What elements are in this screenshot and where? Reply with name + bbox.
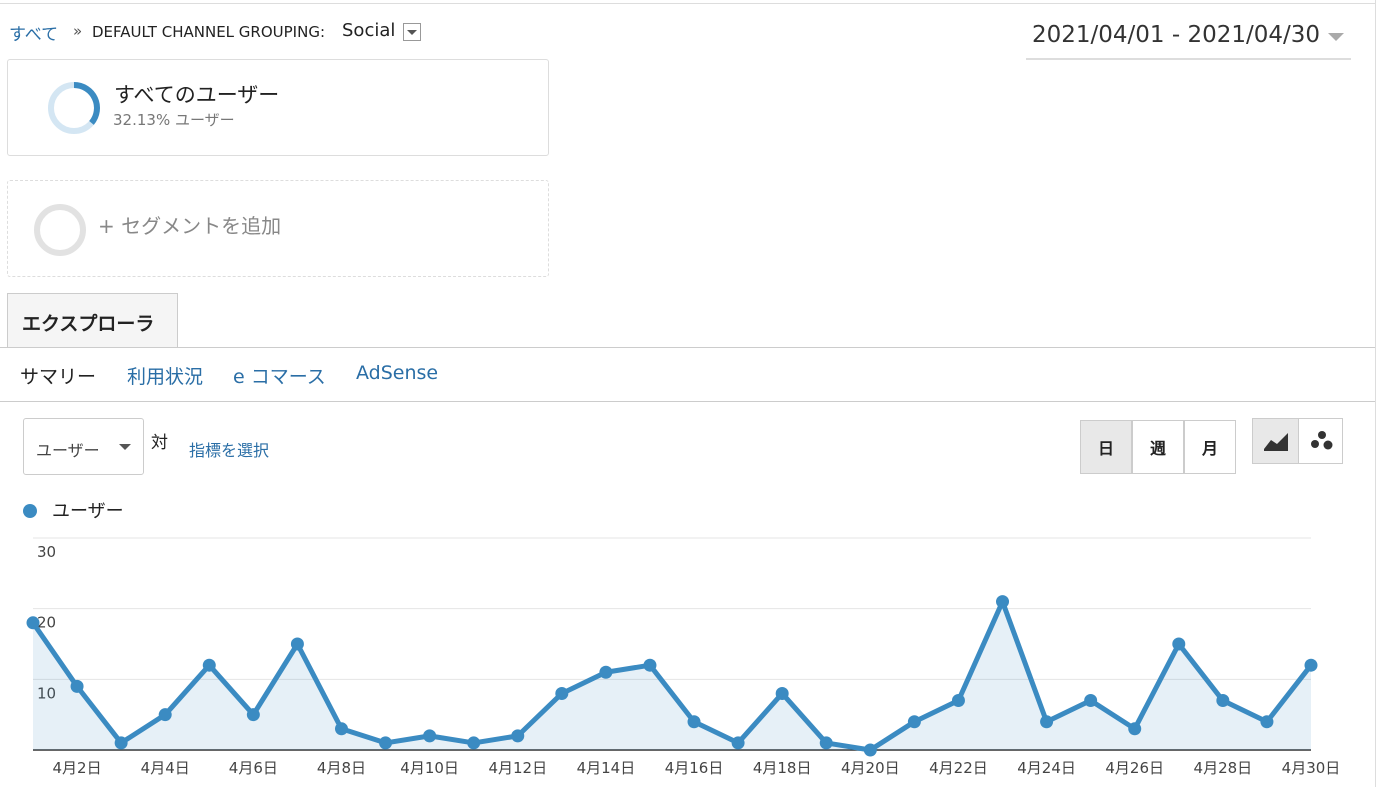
- point: [26, 616, 40, 630]
- right-border: [1375, 0, 1376, 787]
- point: [819, 736, 833, 750]
- x-tick-label: 4月14日: [577, 759, 636, 777]
- segment-name: すべてのユーザー: [114, 83, 280, 107]
- x-tick-label: 4月16日: [665, 759, 724, 777]
- y-tick-label: 20: [37, 614, 56, 632]
- point: [1216, 694, 1230, 708]
- date-dropdown-icon: [1328, 33, 1344, 41]
- period-button[interactable]: 週: [1132, 420, 1184, 474]
- x-tick-label: 4月8日: [317, 759, 366, 777]
- x-tick-label: 4月12日: [488, 759, 547, 777]
- point: [643, 658, 657, 672]
- subtab-border: [0, 401, 1375, 402]
- point: [775, 686, 789, 700]
- point: [467, 736, 481, 750]
- breadcrumb-value: Social: [342, 20, 396, 41]
- versus: 対: [151, 433, 168, 453]
- point: [1128, 722, 1142, 736]
- date-underline: [1026, 58, 1351, 60]
- legend-marker: [23, 504, 37, 518]
- point: [555, 686, 569, 700]
- point: [70, 679, 84, 693]
- add-segment-circle: [34, 204, 86, 256]
- point: [423, 729, 437, 743]
- point: [379, 736, 393, 750]
- segment-card[interactable]: すべてのユーザー 32.13% ユーザー: [7, 59, 549, 156]
- point: [731, 736, 745, 750]
- motion-chart-icon: [1310, 431, 1332, 450]
- period-button[interactable]: 日: [1080, 420, 1132, 474]
- point: [202, 658, 216, 672]
- tab-border: [0, 347, 1375, 348]
- motion-chart-button[interactable]: [1298, 418, 1343, 464]
- metric-select-arrow: [119, 444, 131, 450]
- select-metric[interactable]: 指標を選択: [189, 441, 270, 460]
- point: [907, 715, 921, 729]
- segment-donut: [48, 82, 100, 134]
- add-segment-card[interactable]: + セグメントを追加: [7, 180, 549, 277]
- metric-select[interactable]: ユーザー: [23, 418, 144, 475]
- dropdown-button[interactable]: [403, 23, 421, 41]
- metric-select-label: ユーザー: [36, 441, 100, 460]
- y-tick-label: 30: [37, 543, 56, 561]
- date-range[interactable]: 2021/04/01 - 2021/04/30: [1032, 22, 1321, 48]
- y-tick-label: 10: [37, 684, 56, 702]
- point: [334, 722, 348, 736]
- point: [114, 736, 128, 750]
- subtab[interactable]: AdSense: [356, 362, 439, 384]
- point: [996, 595, 1010, 609]
- dropdown-icon: [407, 30, 417, 35]
- line: [30, 599, 1313, 753]
- point: [511, 729, 525, 743]
- point: [1304, 658, 1318, 672]
- point: [951, 694, 965, 708]
- x-tick-label: 4月20日: [841, 759, 900, 777]
- line-chart-icon: [1263, 433, 1288, 451]
- x-tick-label: 4月22日: [929, 759, 988, 777]
- point: [290, 637, 304, 651]
- period-button[interactable]: 月: [1184, 420, 1236, 474]
- breadcrumb-root[interactable]: すべて: [9, 25, 59, 45]
- point: [599, 665, 613, 679]
- area: [33, 601, 1311, 750]
- point: [246, 708, 260, 722]
- x-tick-label: 4月30日: [1282, 759, 1341, 777]
- tab[interactable]: エクスプローラ: [7, 293, 178, 348]
- segment-detail: 32.13% ユーザー: [113, 111, 235, 129]
- point: [687, 715, 701, 729]
- subtab[interactable]: 利用状況: [127, 366, 204, 388]
- tab-label: エクスプローラ: [22, 313, 155, 335]
- x-tick-label: 4月28日: [1194, 759, 1253, 777]
- x-tick-label: 4月24日: [1017, 759, 1076, 777]
- point: [1172, 637, 1186, 651]
- subtab[interactable]: サマリー: [20, 366, 97, 388]
- point: [1260, 715, 1274, 729]
- legend-label: ユーザー: [52, 501, 124, 522]
- add-segment-label: + セグメントを追加: [98, 214, 282, 238]
- point: [1040, 715, 1054, 729]
- x-tick-label: 4月26日: [1105, 759, 1164, 777]
- x-tick-label: 4月6日: [229, 759, 278, 777]
- x-tick-label: 4月2日: [53, 759, 102, 777]
- top-border: [0, 3, 1375, 4]
- point: [1084, 694, 1098, 708]
- x-tick-label: 4月10日: [400, 759, 459, 777]
- breadcrumb-dimension: DEFAULT CHANNEL GROUPING:: [92, 23, 325, 41]
- subtab[interactable]: e コマース: [233, 366, 326, 388]
- point: [863, 743, 877, 757]
- breadcrumb-separator: »: [73, 22, 83, 40]
- point: [158, 708, 172, 722]
- x-tick-label: 4月18日: [753, 759, 812, 777]
- x-tick-label: 4月4日: [141, 759, 190, 777]
